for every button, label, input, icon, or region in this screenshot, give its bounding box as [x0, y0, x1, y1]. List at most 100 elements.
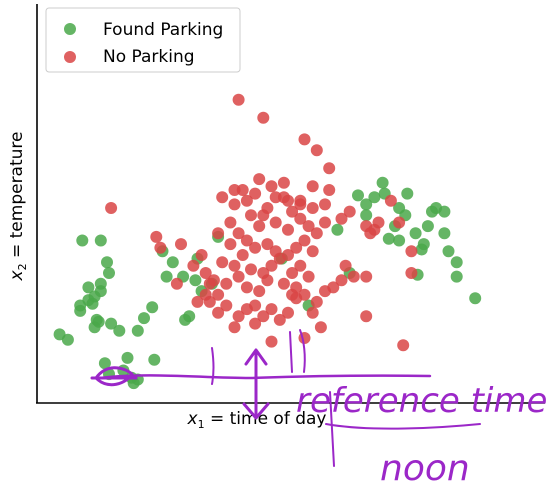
- no-parking-point: [282, 223, 294, 236]
- no-parking-point: [253, 173, 266, 186]
- no-parking-point: [269, 191, 282, 204]
- no-parking-point: [265, 259, 278, 272]
- y-axis-label-rest: = temperature: [7, 132, 27, 264]
- ink-up-arrow: [244, 348, 268, 366]
- found-parking-point: [183, 310, 196, 323]
- data-points: [53, 93, 482, 390]
- no-parking-point: [249, 299, 262, 312]
- legend: Found Parking No Parking: [45, 7, 241, 73]
- no-parking-point: [236, 184, 249, 196]
- ink-text-reference-time: reference time: [296, 381, 547, 421]
- ink-vertical-mark: [329, 391, 335, 467]
- no-parking-point: [323, 162, 336, 175]
- ink-text-noon: noon: [380, 448, 470, 489]
- no-parking-point: [302, 270, 315, 283]
- no-parking-point: [294, 198, 307, 211]
- found-parking-point: [401, 187, 414, 200]
- no-parking-point: [216, 256, 229, 269]
- found-parking-point: [131, 324, 144, 337]
- found-parking-point: [138, 312, 150, 325]
- no-parking-point: [228, 198, 241, 211]
- no-parking-point: [261, 274, 274, 287]
- no-parking-point: [232, 270, 245, 283]
- legend-box: [45, 7, 241, 73]
- found-parking-point: [98, 357, 111, 370]
- found-parking-point: [74, 304, 87, 317]
- no-parking-point: [212, 288, 225, 301]
- no-parking-point: [203, 277, 216, 290]
- no-parking-point: [232, 227, 245, 240]
- found-parking-point: [376, 176, 389, 189]
- ink-baseline-stroke: [98, 374, 432, 380]
- no-parking-point: [224, 216, 237, 229]
- legend-marker-found-parking: [64, 23, 76, 35]
- no-parking-point: [265, 180, 278, 193]
- no-parking-point: [261, 202, 274, 214]
- ink-tick-1: [211, 347, 215, 385]
- no-parking-point: [343, 205, 356, 218]
- no-parking-point: [319, 216, 331, 229]
- no-parking-point: [397, 339, 410, 352]
- x-axis-label-sub: 1: [198, 418, 205, 431]
- no-parking-point: [232, 310, 245, 323]
- legend-label-found-parking: Found Parking: [103, 20, 223, 40]
- no-parking-point: [323, 184, 336, 196]
- no-parking-point: [294, 259, 307, 272]
- y-axis-label-var: x: [7, 269, 27, 281]
- no-parking-point: [306, 306, 319, 319]
- no-parking-point: [405, 267, 418, 279]
- no-parking-point: [294, 212, 307, 225]
- no-parking-point: [310, 227, 323, 240]
- no-parking-point: [277, 176, 290, 189]
- no-parking-point: [170, 277, 183, 290]
- found-parking-point: [94, 277, 107, 290]
- found-parking-point: [82, 281, 95, 294]
- no-parking-point: [228, 184, 241, 196]
- no-parking-point: [306, 202, 319, 214]
- y-axis-label-sub: 2: [16, 263, 29, 270]
- no-parking-point: [187, 259, 200, 272]
- found-parking-point: [113, 324, 126, 337]
- no-parking-point: [175, 238, 187, 251]
- ink-underline: [325, 423, 481, 430]
- found-parking-point: [166, 256, 179, 269]
- found-parking-point: [92, 315, 105, 328]
- axes: [36, 4, 545, 404]
- found-parking-point: [189, 274, 202, 287]
- found-parking-point: [393, 234, 406, 247]
- found-parking-point: [442, 245, 455, 258]
- no-parking-point: [269, 216, 282, 229]
- x-axis-label-rest: = time of day: [205, 409, 327, 429]
- no-parking-point: [154, 241, 167, 254]
- y-axis-label: x2 = temperature: [7, 132, 29, 282]
- found-parking-point: [438, 205, 451, 218]
- no-parking-point: [286, 267, 299, 279]
- found-parking-point: [368, 191, 381, 204]
- no-parking-point: [290, 241, 303, 254]
- no-parking-point: [290, 292, 303, 305]
- found-parking-point: [382, 232, 395, 245]
- no-parking-point: [306, 245, 319, 258]
- no-parking-point: [306, 180, 319, 193]
- no-parking-point: [249, 241, 262, 254]
- found-parking-point: [450, 256, 463, 269]
- no-parking-point: [245, 263, 257, 276]
- legend-label-no-parking: No Parking: [103, 47, 195, 67]
- no-parking-point: [228, 259, 241, 272]
- no-parking-point: [195, 249, 208, 261]
- no-parking-point: [253, 220, 266, 233]
- found-parking-point: [438, 227, 451, 240]
- no-parking-point: [212, 306, 225, 319]
- no-parking-point: [224, 238, 237, 251]
- no-parking-point: [372, 216, 385, 229]
- no-parking-point: [273, 313, 286, 326]
- no-parking-point: [393, 216, 406, 229]
- no-parking-point: [105, 202, 118, 214]
- no-parking-point: [360, 270, 373, 283]
- no-parking-point: [253, 285, 266, 298]
- no-parking-point: [360, 310, 373, 323]
- no-parking-point: [265, 303, 278, 316]
- legend-marker-no-parking: [64, 51, 76, 63]
- no-parking-point: [335, 212, 348, 225]
